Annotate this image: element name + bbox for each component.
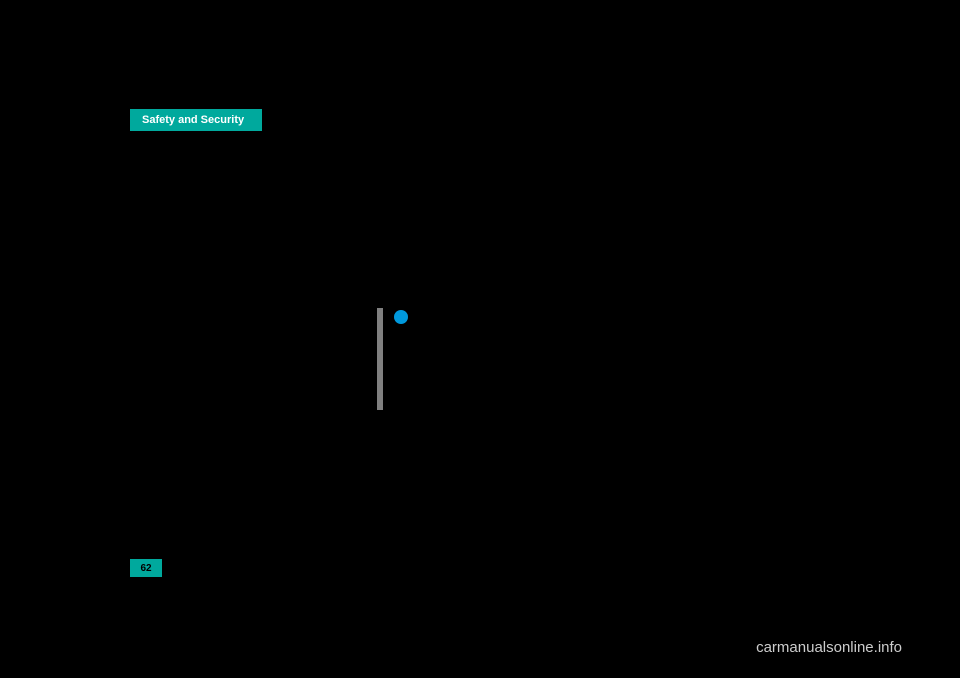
- info-icon: [394, 310, 408, 324]
- section-header-text: Safety and Security: [142, 114, 244, 126]
- note-vertical-bar: [377, 308, 383, 410]
- page-number-badge: 62: [130, 559, 162, 577]
- section-header-tab: Safety and Security: [130, 109, 262, 131]
- manual-page: Safety and Security 62 carmanualsonline.…: [0, 0, 960, 678]
- page-number-text: 62: [140, 563, 151, 574]
- watermark-text: carmanualsonline.info: [756, 639, 902, 656]
